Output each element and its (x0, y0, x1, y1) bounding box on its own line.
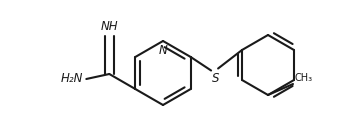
Text: N: N (159, 44, 167, 56)
Text: CH₃: CH₃ (295, 73, 313, 83)
Text: NH: NH (100, 21, 118, 34)
Text: S: S (212, 72, 220, 85)
Text: H₂N: H₂N (61, 72, 84, 85)
